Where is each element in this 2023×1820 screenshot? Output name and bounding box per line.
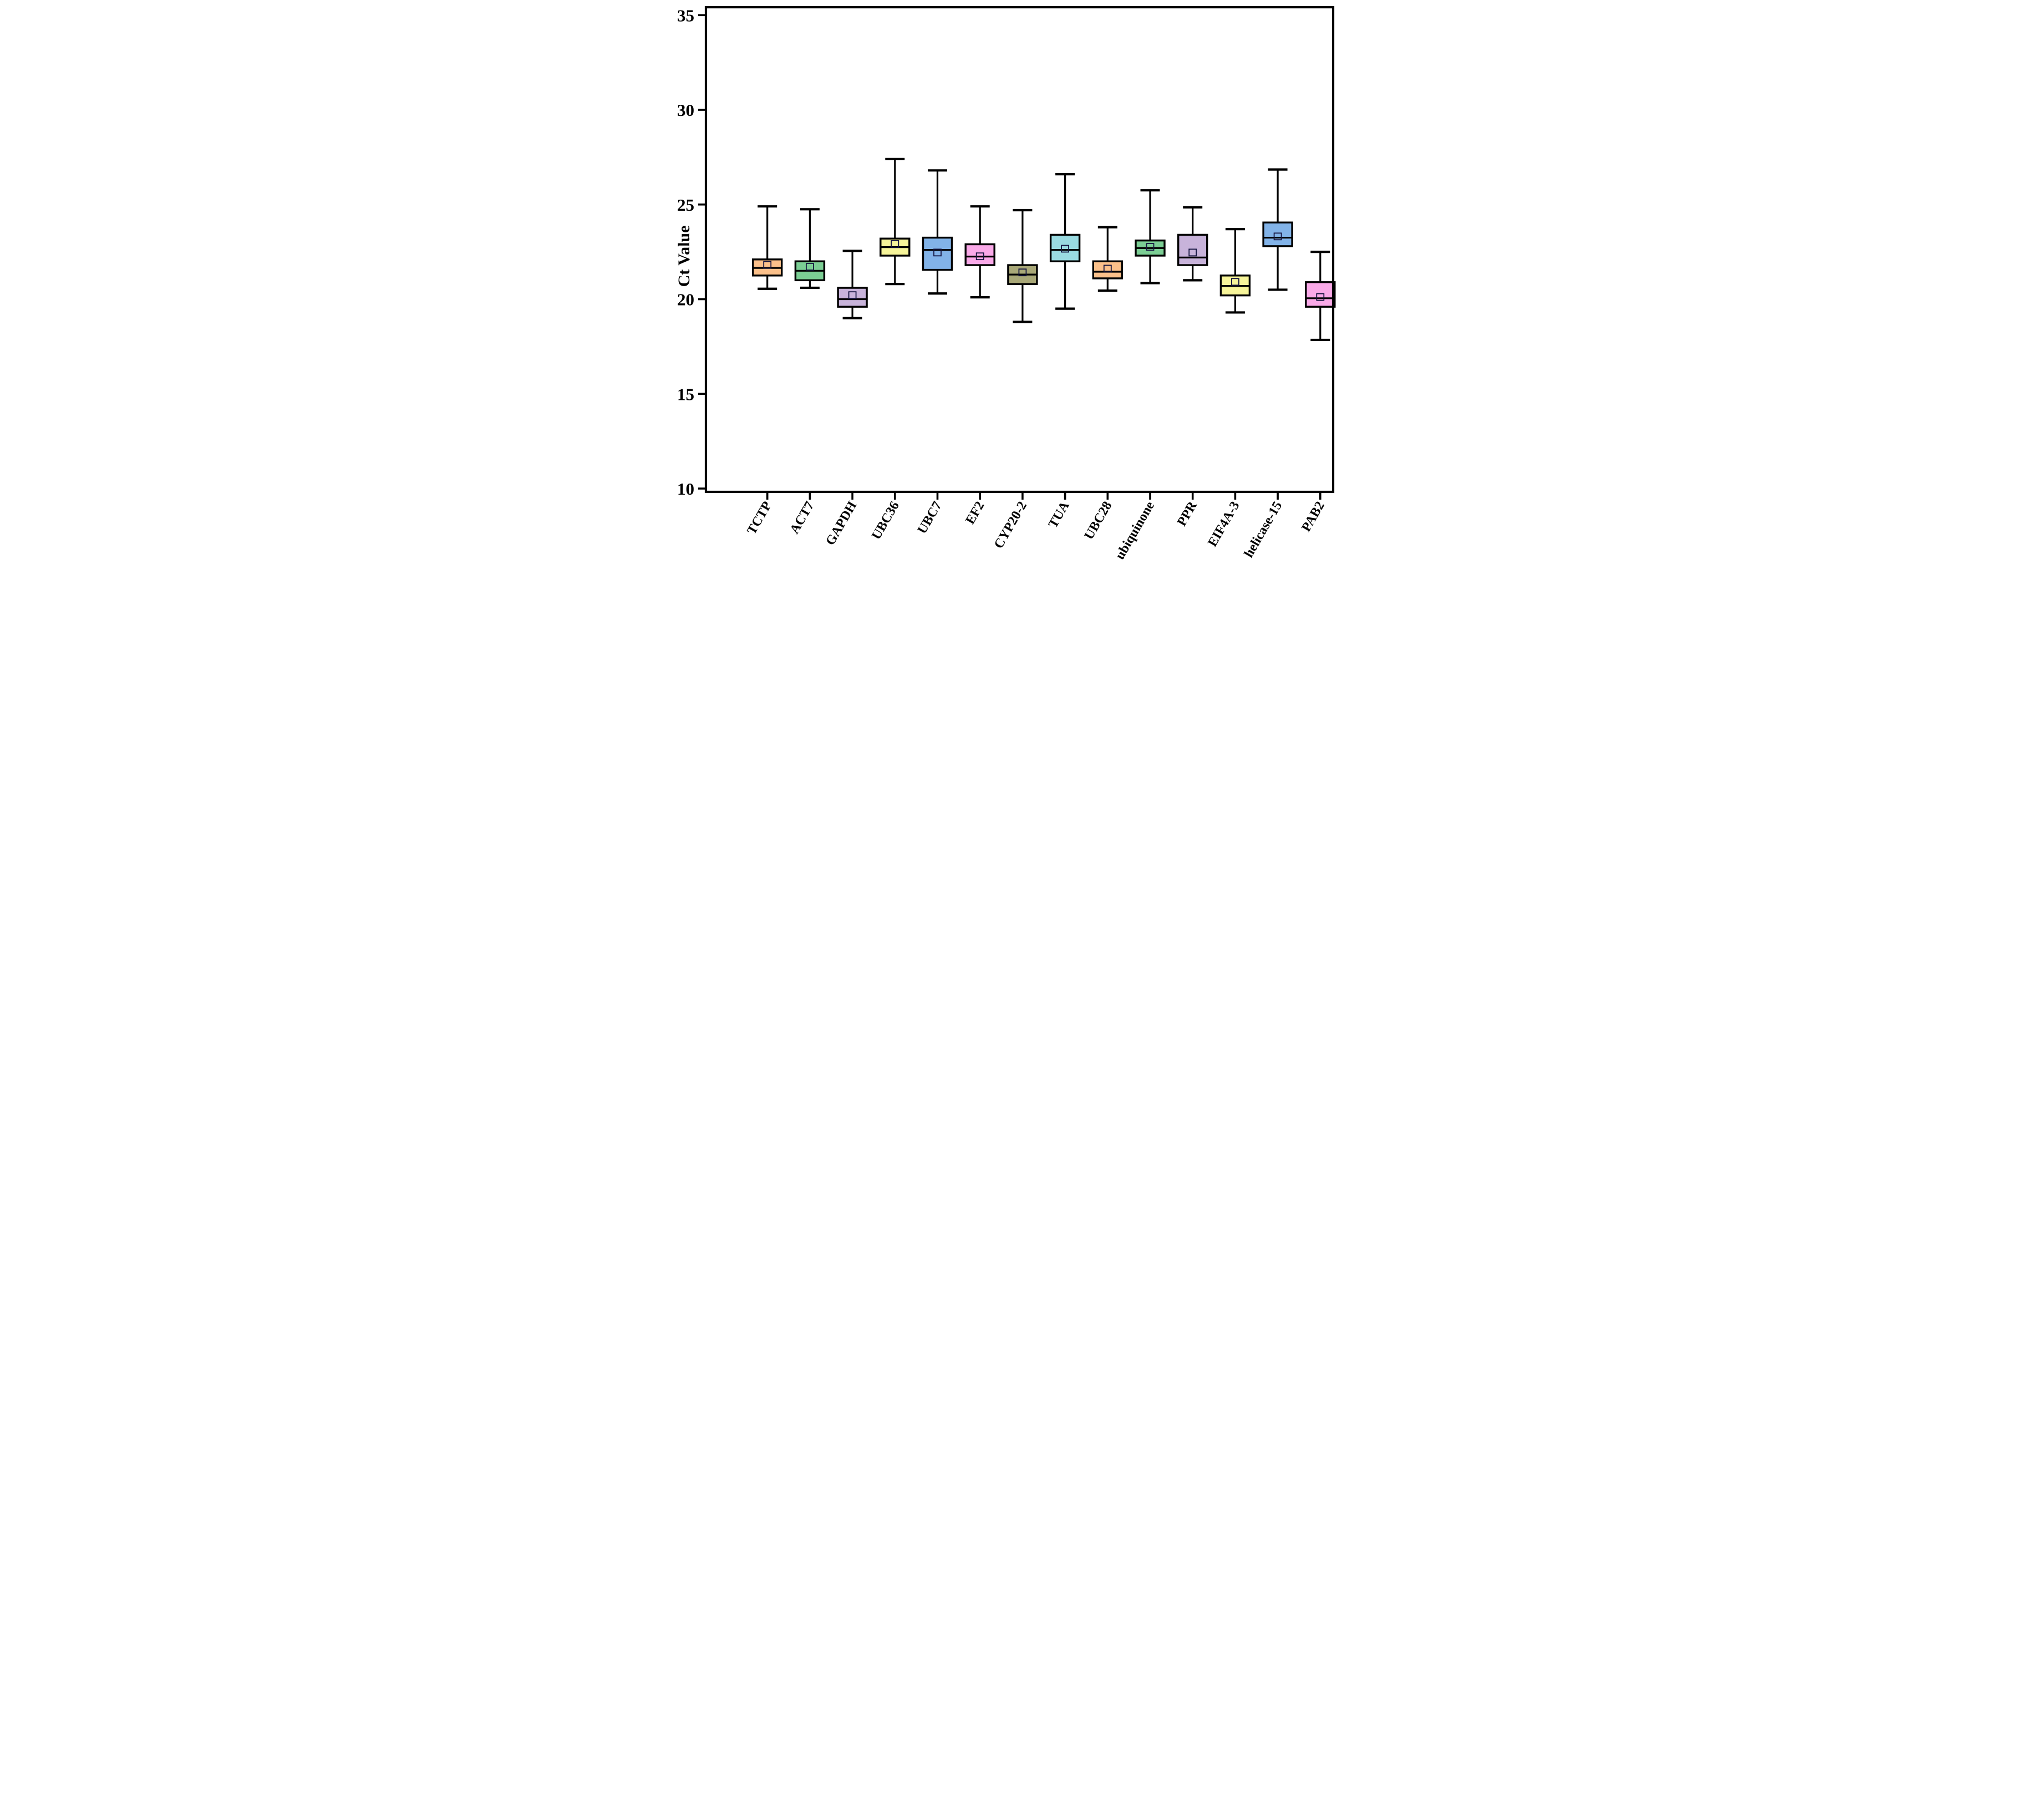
box-group-UBC28 xyxy=(1092,226,1123,292)
x-tick-label-helicase-15: helicase-15 xyxy=(1242,499,1285,560)
box-group-ACT7 xyxy=(794,208,826,289)
box-group-PAB2 xyxy=(1305,251,1336,342)
iqr-box-GAPDH xyxy=(837,287,868,308)
mean-marker-helicase-15 xyxy=(1273,232,1282,241)
mean-marker-GAPDH xyxy=(848,291,857,299)
box-group-GAPDH xyxy=(837,250,868,319)
y-tick-label-30: 30 xyxy=(677,100,694,120)
box-group-UBC7 xyxy=(922,169,953,295)
mean-marker-UBC36 xyxy=(891,240,899,248)
mean-marker-EF2 xyxy=(975,252,984,261)
iqr-box-PPR xyxy=(1177,233,1208,266)
box-group-TUA xyxy=(1049,173,1081,310)
x-tick-label-UBC7: UBC7 xyxy=(915,499,945,536)
x-tick-label-TUA: TUA xyxy=(1046,499,1073,530)
box-group-EF2 xyxy=(964,205,995,299)
y-tick-label-10: 10 xyxy=(677,479,694,499)
x-tick-label-CYP20-2: CYP20-2 xyxy=(992,499,1030,551)
y-tick-label-35: 35 xyxy=(677,6,694,25)
mean-marker-TCTP xyxy=(763,261,772,269)
x-tick-label-EIF4A-3: EIF4A-3 xyxy=(1205,499,1242,549)
x-tick-label-TCTP: TCTP xyxy=(744,499,775,537)
box-group-TCTP xyxy=(751,205,783,290)
iqr-box-helicase-15 xyxy=(1262,221,1293,247)
x-tick-label-ACT7: ACT7 xyxy=(787,499,817,536)
iqr-box-EF2 xyxy=(964,243,995,266)
box-group-ubiquinone xyxy=(1135,189,1166,284)
x-tick-label-PPR: PPR xyxy=(1175,499,1200,528)
box-group-helicase-15 xyxy=(1262,168,1293,291)
box-group-CYP20-2 xyxy=(1007,209,1038,323)
mean-marker-TUA xyxy=(1061,245,1069,253)
box-group-EIF4A-3 xyxy=(1219,228,1251,314)
y-tick-label-25: 25 xyxy=(677,195,694,215)
box-group-PPR xyxy=(1177,206,1208,282)
x-tick-label-PAB2: PAB2 xyxy=(1299,499,1328,534)
mean-marker-PPR xyxy=(1188,248,1197,257)
mean-marker-UBC7 xyxy=(933,248,942,257)
mean-marker-ACT7 xyxy=(805,263,814,271)
x-tick-label-UBC28: UBC28 xyxy=(1082,499,1115,542)
ct-value-boxplot-figure: 10 15 20 25 30 35 TCTP ACT7 GAPDH UBC36 UBC7 EF2 CYP… xyxy=(674,0,1349,607)
boxplot-chart: 10 15 20 25 30 35 TCTP ACT7 GAPDH UBC36 UBC7 EF2 CYP… xyxy=(675,6,1336,562)
x-tick-label-ubiquinone: ubiquinone xyxy=(1113,499,1158,562)
y-axis-title: Ct Value xyxy=(675,226,693,287)
iqr-box-PAB2 xyxy=(1305,281,1336,308)
mean-marker-EIF4A-3 xyxy=(1231,278,1239,286)
box-group-UBC36 xyxy=(880,157,911,286)
mean-marker-PAB2 xyxy=(1316,293,1325,301)
mean-marker-UBC28 xyxy=(1103,265,1112,273)
iqr-box-UBC7 xyxy=(922,236,953,271)
iqr-box-TUA xyxy=(1049,233,1081,262)
x-tick-label-UBC36: UBC36 xyxy=(869,499,902,542)
plot-frame xyxy=(704,6,1335,494)
mean-marker-CYP20-2 xyxy=(1018,268,1027,277)
y-tick-label-20: 20 xyxy=(677,290,694,309)
mean-marker-ubiquinone xyxy=(1146,243,1155,251)
x-tick-label-GAPDH: GAPDH xyxy=(823,499,860,548)
x-tick-label-EF2: EF2 xyxy=(963,499,988,527)
y-tick-label-15: 15 xyxy=(677,384,694,404)
iqr-box-UBC28 xyxy=(1092,260,1123,279)
